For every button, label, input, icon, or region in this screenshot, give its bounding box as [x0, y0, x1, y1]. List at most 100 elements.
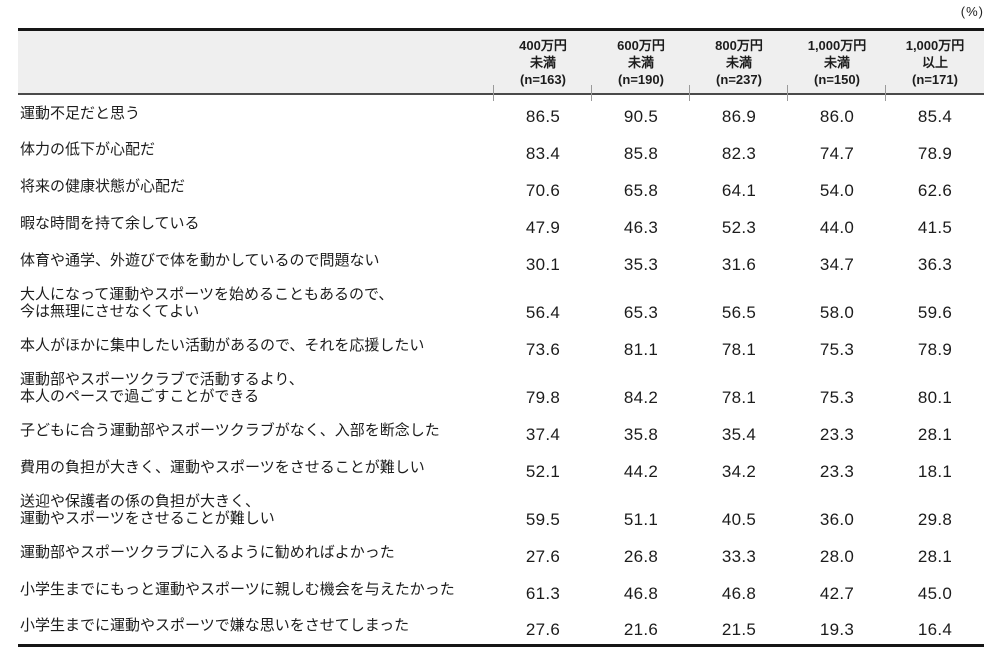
value-cell: 47.9	[525, 218, 561, 237]
income-bracket-qualifier: 未満	[627, 55, 654, 70]
survey-results-table: 400万円 未満 (n=163) 600万円 未満 (n=190) 800万円 …	[18, 28, 984, 647]
percent-unit-label: (%)	[960, 4, 984, 19]
statement-label: 大人になって運動やスポーツを始めることもあるので、 今は無理にさせなくてよい	[20, 286, 394, 320]
value-cell: 51.1	[623, 510, 659, 529]
header-empty-cell	[18, 29, 494, 95]
column-header-income-bracket: 600万円 未満 (n=190)	[591, 29, 690, 99]
value-cell: 23.3	[819, 425, 855, 444]
value-cell: 36.0	[819, 510, 855, 529]
value-cell: 54.0	[819, 181, 855, 200]
value-cell: 61.3	[525, 584, 561, 603]
value-cell: 19.3	[819, 619, 855, 639]
statement-label: 小学生までにもっと運動やスポーツに親しむ機会を与えたかった	[20, 581, 455, 598]
statement-label: 運動不足だと思う	[20, 104, 141, 122]
table-row: 運動不足だと思う 86.5 90.5 86.9 86.0 85.4	[18, 94, 984, 131]
value-cell: 28.0	[819, 547, 855, 566]
income-bracket-amount: 600万円	[617, 38, 665, 53]
value-cell: 27.6	[525, 547, 561, 566]
value-cell: 27.6	[525, 619, 561, 639]
value-cell: 74.7	[819, 144, 855, 163]
table-row: 小学生までに運動やスポーツで嫌な思いをさせてしまった 27.6 21.6 21.…	[18, 608, 984, 645]
value-cell: 73.6	[525, 340, 561, 359]
value-cell: 78.1	[721, 388, 757, 407]
statement-label: 体育や通学、外遊びで体を動かしているので問題ない	[20, 252, 380, 269]
value-cell: 85.8	[623, 144, 659, 163]
value-cell: 86.9	[721, 107, 757, 126]
sample-size-label: (n=150)	[814, 72, 860, 87]
statement-label: 将来の健康状態が心配だ	[20, 178, 186, 195]
value-cell: 29.8	[917, 510, 953, 529]
value-cell: 41.5	[917, 218, 953, 237]
sample-size-label: (n=237)	[716, 72, 762, 87]
value-cell: 16.4	[917, 619, 953, 639]
value-cell: 35.4	[721, 425, 757, 444]
income-bracket-amount: 1,000万円	[905, 38, 965, 53]
value-cell: 64.1	[721, 181, 757, 200]
table-row: 子どもに合う運動部やスポーツクラブがなく、入部を断念した 37.4 35.8 3…	[18, 412, 984, 449]
value-cell: 42.7	[819, 584, 855, 603]
statement-label: 運動部やスポーツクラブで活動するより、 本人のペースで過ごすことができる	[20, 371, 304, 405]
value-cell: 52.1	[525, 462, 561, 481]
table-row: 暇な時間を持て余している 47.9 46.3 52.3 44.0 41.5	[18, 205, 984, 242]
statement-label: 暇な時間を持て余している	[20, 215, 200, 232]
value-cell: 26.8	[623, 547, 659, 566]
value-cell: 65.8	[623, 181, 659, 200]
value-cell: 59.5	[525, 510, 561, 529]
value-cell: 46.8	[623, 584, 659, 603]
value-cell: 35.8	[623, 425, 659, 444]
value-cell: 78.1	[721, 340, 757, 359]
value-cell: 90.5	[623, 107, 659, 126]
value-cell: 18.1	[917, 462, 953, 481]
table-row: 体育や通学、外遊びで体を動かしているので問題ない 30.1 35.3 31.6 …	[18, 242, 984, 279]
statement-label: 送迎や保護者の係の負担が大きく、 運動やスポーツをさせることが難しい	[20, 493, 275, 527]
sample-size-label: (n=190)	[618, 72, 664, 87]
income-bracket-amount: 800万円	[715, 38, 763, 53]
value-cell: 30.1	[525, 255, 561, 274]
income-bracket-qualifier: 以上	[921, 55, 948, 70]
income-bracket-qualifier: 未満	[529, 55, 556, 70]
value-cell: 23.3	[819, 462, 855, 481]
statement-label: 小学生までに運動やスポーツで嫌な思いをさせてしまった	[20, 617, 410, 635]
value-cell: 70.6	[525, 181, 561, 200]
table-row: 体力の低下が心配だ 83.4 85.8 82.3 74.7 78.9	[18, 131, 984, 168]
value-cell: 56.5	[721, 303, 757, 322]
value-cell: 86.0	[819, 107, 855, 126]
table-row: 運動部やスポーツクラブで活動するより、 本人のペースで過ごすことができる 79.…	[18, 364, 984, 412]
column-header-income-bracket: 800万円 未満 (n=237)	[689, 29, 788, 99]
income-bracket-amount: 1,000万円	[807, 38, 867, 53]
statement-label: 体力の低下が心配だ	[20, 141, 156, 158]
value-cell: 44.2	[623, 462, 659, 481]
statement-label: 子どもに合う運動部やスポーツクラブがなく、入部を断念した	[20, 422, 440, 439]
value-cell: 44.0	[819, 218, 855, 237]
value-cell: 33.3	[721, 547, 757, 566]
value-cell: 80.1	[917, 388, 953, 407]
value-cell: 81.1	[623, 340, 659, 359]
value-cell: 65.3	[623, 303, 659, 322]
value-cell: 84.2	[623, 388, 659, 407]
value-cell: 78.9	[917, 144, 953, 163]
income-bracket-qualifier: 未満	[823, 55, 850, 70]
value-cell: 79.8	[525, 388, 561, 407]
value-cell: 21.6	[623, 619, 659, 639]
value-cell: 46.8	[721, 584, 757, 603]
value-cell: 86.5	[525, 107, 561, 126]
column-header-income-bracket: 400万円 未満 (n=163)	[493, 29, 592, 99]
statement-label: 運動部やスポーツクラブに入るように勧めればよかった	[20, 544, 395, 561]
value-cell: 21.5	[721, 619, 757, 639]
statement-label: 費用の負担が大きく、運動やスポーツをさせることが難しい	[20, 459, 425, 476]
value-cell: 59.6	[917, 303, 953, 322]
table-row: 本人がほかに集中したい活動があるので、それを応援したい 73.6 81.1 78…	[18, 327, 984, 364]
table-row: 運動部やスポーツクラブに入るように勧めればよかった 27.6 26.8 33.3…	[18, 534, 984, 571]
value-cell: 52.3	[721, 218, 757, 237]
income-bracket-amount: 400万円	[519, 38, 567, 53]
sample-size-label: (n=163)	[520, 72, 566, 87]
value-cell: 82.3	[721, 144, 757, 163]
value-cell: 36.3	[917, 255, 953, 274]
value-cell: 46.3	[623, 218, 659, 237]
table-row: 小学生までにもっと運動やスポーツに親しむ機会を与えたかった 61.3 46.8 …	[18, 571, 984, 608]
value-cell: 31.6	[721, 255, 757, 274]
value-cell: 28.1	[917, 547, 953, 566]
sample-size-label: (n=171)	[912, 72, 958, 87]
value-cell: 34.7	[819, 255, 855, 274]
value-cell: 75.3	[819, 388, 855, 407]
